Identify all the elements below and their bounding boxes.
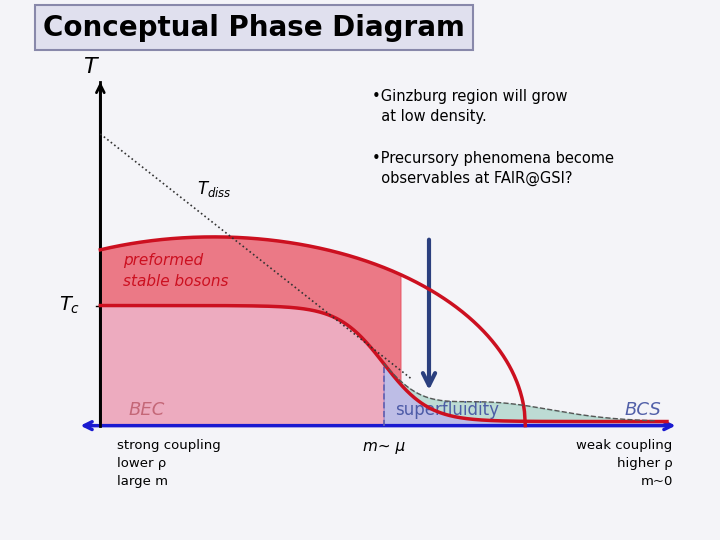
Text: weak coupling
higher ρ
m~0: weak coupling higher ρ m~0 [577, 438, 672, 488]
Text: $T_c$: $T_c$ [59, 295, 81, 316]
Text: m~ μ: m~ μ [363, 438, 405, 454]
Text: •Precursory phenomena become
  observables at FAIR@GSI?: •Precursory phenomena become observables… [372, 151, 614, 186]
Text: $T$: $T$ [84, 57, 100, 77]
Text: •Ginzburg region will grow
  at low density.: •Ginzburg region will grow at low densit… [372, 89, 568, 124]
Text: preformed
stable bosons: preformed stable bosons [123, 253, 228, 289]
Text: BEC: BEC [129, 401, 165, 420]
Text: Conceptual Phase Diagram: Conceptual Phase Diagram [43, 14, 465, 42]
Text: strong coupling
lower ρ
large m: strong coupling lower ρ large m [117, 438, 221, 488]
Text: BCS: BCS [624, 401, 662, 420]
Text: $T_{diss}$: $T_{diss}$ [197, 179, 231, 199]
Text: superfluidity: superfluidity [395, 401, 499, 420]
